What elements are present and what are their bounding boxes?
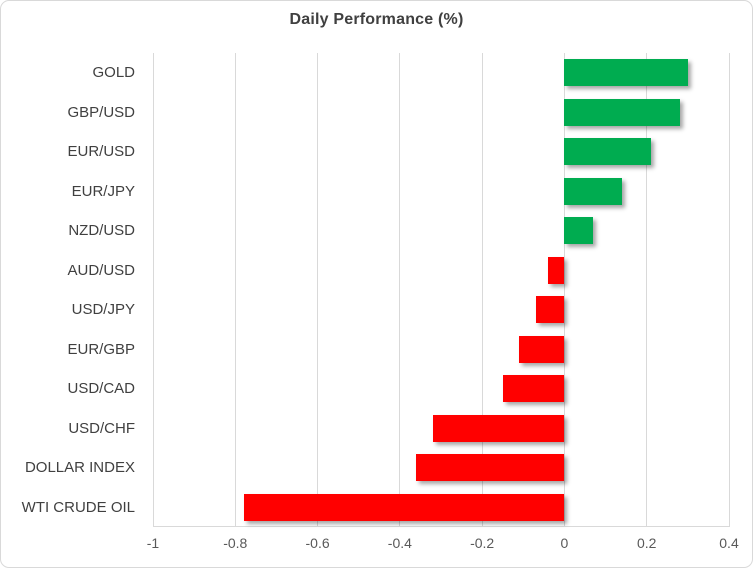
- category-label: USD/JPY: [71, 301, 135, 318]
- x-tick-label: -0.2: [470, 535, 495, 551]
- category-label: EUR/JPY: [71, 182, 135, 200]
- category-label: USD/CHF: [68, 419, 135, 437]
- x-axis-tick-labels: -1 -0.8 -0.6 -0.4 -0.2 0 0.2 0.4: [147, 535, 739, 557]
- gridline: [399, 53, 401, 527]
- category-label: USD/CAD: [67, 380, 135, 397]
- category-axis: GOLD GBP/USD EUR/USD EUR/JPY NZD/USD AUD/USD U…: [1, 53, 144, 527]
- x-tick-label: -1: [146, 535, 160, 551]
- bar-aud-usd: [547, 256, 565, 284]
- x-tick-label: 0.4: [719, 535, 739, 551]
- chart-title: Daily Performance (%): [289, 11, 464, 28]
- x-tick-label: 0: [560, 535, 569, 551]
- category-label: AUD/USD: [67, 261, 135, 279]
- bar-eur-usd: [564, 138, 651, 166]
- bar-eur-gbp: [519, 335, 565, 363]
- bar-eur-jpy: [564, 177, 623, 205]
- bar-gbp-usd: [564, 98, 680, 126]
- x-axis-line: [153, 526, 729, 527]
- category-label: NZD/USD: [68, 222, 135, 239]
- category-label: GBP/USD: [67, 103, 135, 121]
- gridline: [728, 53, 730, 527]
- gridline: [646, 53, 648, 527]
- category-label: WTI CRUDE OIL: [21, 498, 135, 516]
- gridline: [563, 53, 565, 527]
- bar-dollar-index: [416, 454, 565, 482]
- bar-usd-chf: [432, 414, 565, 442]
- bar-gold: [564, 59, 688, 87]
- category-label: EUR/GBP: [67, 340, 135, 358]
- bar-usd-cad: [502, 375, 565, 403]
- bar-nzd-usd: [564, 217, 594, 245]
- x-tick-label: -0.4: [387, 535, 412, 551]
- bar-usd-jpy: [535, 296, 565, 324]
- category-label: GOLD: [92, 64, 135, 81]
- category-label: DOLLAR INDEX: [24, 459, 135, 476]
- gridline: [481, 53, 483, 527]
- category-label: EUR/USD: [67, 143, 135, 160]
- x-tick-label: -0.8: [223, 535, 248, 551]
- x-tick-label: 0.2: [636, 535, 657, 551]
- x-tick-label: -0.6: [305, 535, 330, 551]
- bar-wti-crude-oil: [243, 493, 565, 521]
- plot-area: [152, 53, 730, 527]
- gridline: [234, 53, 236, 527]
- gridline: [152, 53, 154, 527]
- gridline: [317, 53, 319, 527]
